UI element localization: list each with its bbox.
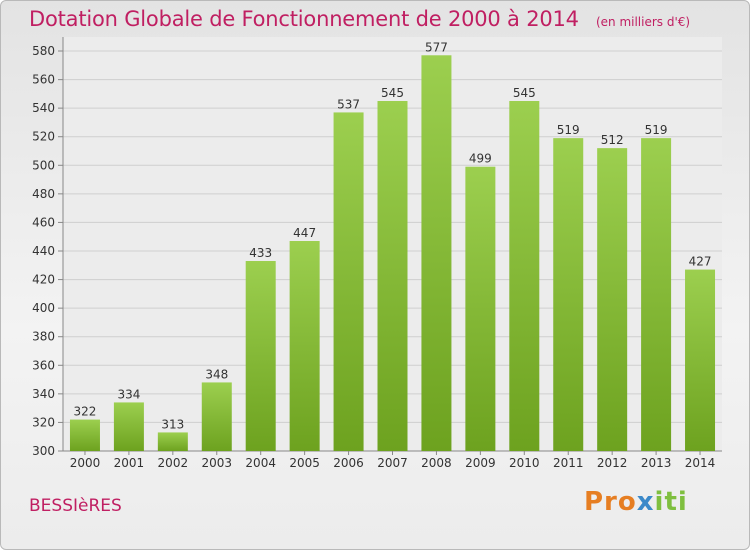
- logo-part-3: iti: [654, 487, 688, 517]
- bar-value-label: 519: [557, 123, 580, 137]
- bar: [597, 148, 628, 451]
- x-tick-label: 2009: [465, 456, 496, 470]
- bar-value-label: 545: [513, 86, 536, 100]
- bar: [377, 101, 408, 451]
- y-tick-label: 320: [32, 415, 55, 429]
- bar-value-label: 537: [337, 97, 360, 111]
- y-tick-label: 420: [32, 273, 55, 287]
- y-tick-label: 560: [32, 73, 55, 87]
- bar: [421, 55, 452, 452]
- bar-value-label: 322: [74, 405, 97, 419]
- bar-value-label: 512: [601, 133, 624, 147]
- logo-part-2: x: [636, 487, 655, 517]
- y-tick-label: 540: [32, 101, 55, 115]
- x-tick-label: 2010: [509, 456, 540, 470]
- proxiti-logo: Proxiti: [584, 487, 688, 517]
- y-tick-label: 580: [32, 44, 55, 58]
- bar-value-label: 447: [293, 226, 316, 240]
- bar: [289, 241, 320, 451]
- x-tick-label: 2001: [114, 456, 145, 470]
- bar-value-label: 433: [249, 246, 272, 260]
- bar: [201, 382, 232, 451]
- x-tick-label: 2013: [641, 456, 672, 470]
- bar: [553, 138, 584, 451]
- bar: [509, 101, 540, 451]
- bar-value-label: 519: [645, 123, 668, 137]
- x-tick-label: 2007: [377, 456, 408, 470]
- y-tick-label: 500: [32, 158, 55, 172]
- bar-value-label: 427: [689, 255, 712, 269]
- x-tick-label: 2006: [333, 456, 364, 470]
- bar-value-label: 577: [425, 40, 448, 54]
- bar: [641, 138, 672, 451]
- bar-value-label: 545: [381, 86, 404, 100]
- bar-value-label: 334: [117, 387, 140, 401]
- bar: [465, 166, 496, 451]
- title-row: Dotation Globale de Fonctionnement de 20…: [29, 7, 690, 31]
- bar: [245, 261, 276, 451]
- x-tick-label: 2004: [245, 456, 276, 470]
- bar-value-label: 499: [469, 152, 492, 166]
- bar-value-label: 313: [161, 417, 184, 431]
- bar: [333, 112, 364, 451]
- commune-name: BESSIèRES: [29, 496, 122, 516]
- bar: [69, 419, 100, 451]
- y-tick-label: 480: [32, 187, 55, 201]
- bar: [157, 432, 188, 451]
- y-tick-label: 300: [32, 444, 55, 458]
- y-tick-label: 460: [32, 215, 55, 229]
- x-tick-label: 2000: [70, 456, 101, 470]
- y-tick-label: 360: [32, 358, 55, 372]
- x-tick-label: 2012: [597, 456, 628, 470]
- x-tick-label: 2014: [685, 456, 716, 470]
- chart-title: Dotation Globale de Fonctionnement de 20…: [29, 7, 579, 31]
- bar-value-label: 348: [205, 367, 228, 381]
- y-tick-label: 520: [32, 130, 55, 144]
- x-tick-label: 2008: [421, 456, 452, 470]
- logo-part-1: Pro: [584, 487, 637, 517]
- x-tick-label: 2005: [289, 456, 320, 470]
- y-tick-label: 440: [32, 244, 55, 258]
- bar: [113, 402, 144, 451]
- y-tick-label: 400: [32, 301, 55, 315]
- unit-note: (en milliers d'€): [595, 15, 691, 29]
- y-tick-label: 340: [32, 387, 55, 401]
- bar: [685, 269, 716, 451]
- y-tick-label: 380: [32, 330, 55, 344]
- x-tick-label: 2011: [553, 456, 584, 470]
- x-tick-label: 2002: [158, 456, 189, 470]
- x-tick-label: 2003: [201, 456, 232, 470]
